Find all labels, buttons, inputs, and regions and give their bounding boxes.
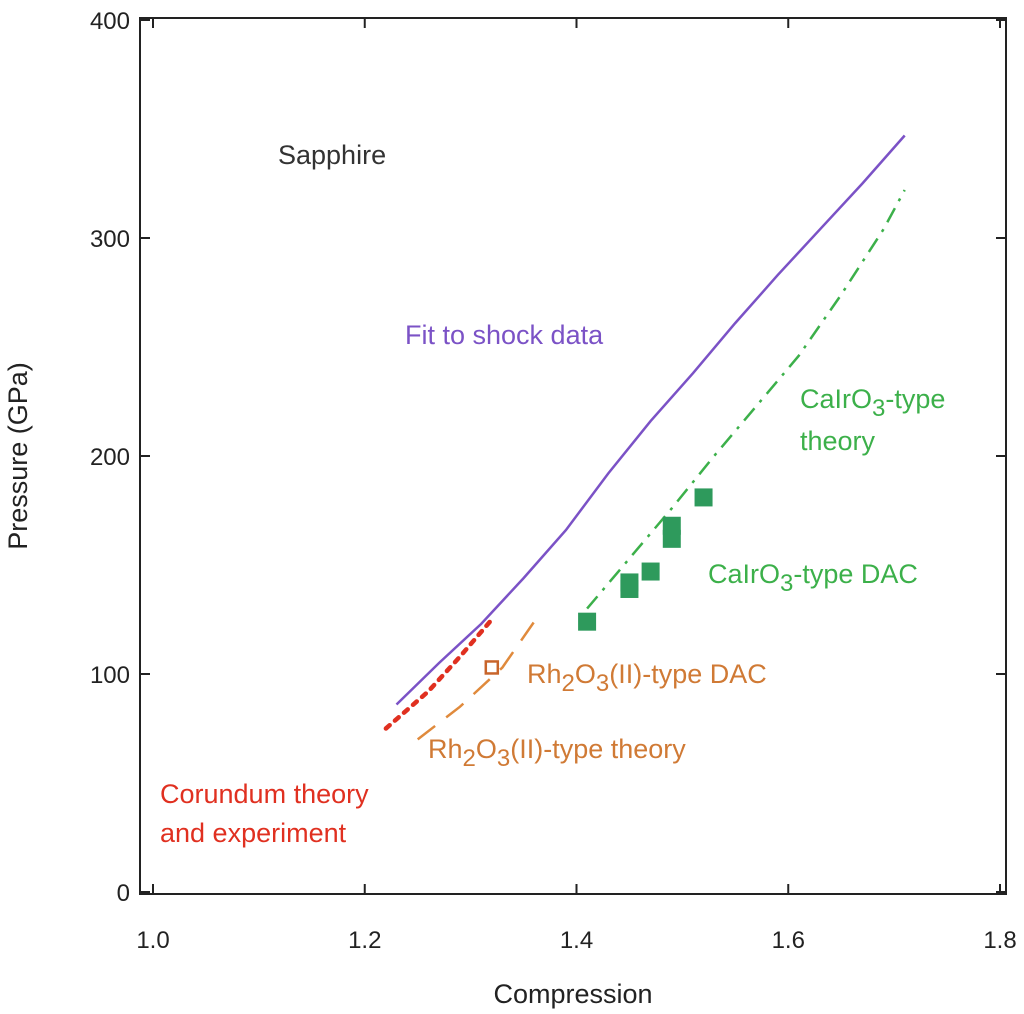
x-tick-label: 1.6	[772, 927, 805, 954]
series-0-line	[395, 134, 906, 706]
x-tick-label: 1.0	[136, 927, 169, 954]
annotation-fit-to-shock-data: Fit to shock data	[405, 320, 604, 350]
annotation-cairo3-theory: CaIrO3-type	[800, 384, 945, 422]
y-tick-label: 200	[90, 444, 130, 471]
series-1-line	[586, 189, 906, 610]
annotation-rh2o3-dac-sub1: 2	[562, 670, 575, 697]
y-tick-label: 100	[90, 662, 130, 689]
annotation-rh2o3-theory: Rh2O3(II)-type theory	[428, 734, 686, 772]
axis-ticks: 1.0 1.2 1.4 1.6 1.8 0 100 200 300 400	[90, 8, 1017, 954]
annotation-cairo3-theory-line2: theory	[800, 426, 876, 456]
annotation-cairo3-theory-tail: -type	[885, 384, 945, 414]
annotation-rh2o3-theory-sub2: 3	[497, 745, 510, 772]
series-layer	[383, 134, 906, 741]
series-2-point	[694, 488, 713, 507]
x-axis-title: Compression	[493, 979, 652, 1009]
series-4-line	[416, 620, 536, 741]
y-axis-title: Pressure (GPa)	[3, 362, 33, 550]
series-5-line	[383, 617, 495, 731]
annotation-corundum-line2: and experiment	[160, 818, 347, 848]
annotation-rh2o3-dac-main: Rh	[527, 659, 562, 689]
annotation-rh2o3-theory-main: Rh	[428, 734, 463, 764]
annotation-cairo3-dac: CaIrO3-type DAC	[708, 559, 918, 597]
series-2-point	[578, 612, 597, 631]
annotation-cairo3-dac-main: CaIrO	[708, 559, 780, 589]
x-tick-label: 1.8	[983, 927, 1016, 954]
x-tick-label: 1.4	[560, 927, 593, 954]
annotation-rh2o3-theory-tail: (II)-type theory	[510, 734, 686, 764]
annotation-cairo3-dac-tail: -type DAC	[793, 559, 918, 589]
annotation-rh2o3-dac-mid: O	[575, 659, 596, 689]
y-tick-label: 0	[117, 880, 130, 907]
y-tick-label: 300	[90, 226, 130, 253]
annotation-cairo3-theory-sub: 3	[872, 395, 885, 422]
annotation-corundum: Corundum theory	[160, 779, 369, 809]
annotation-rh2o3-dac-sub2: 3	[596, 670, 609, 697]
annotation-cairo3-theory-main: CaIrO	[800, 384, 872, 414]
series-2-point	[620, 573, 639, 592]
x-tick-label: 1.2	[348, 927, 381, 954]
series-2-point	[662, 516, 681, 535]
annotation-cairo3-dac-sub: 3	[780, 570, 793, 597]
series-2-point	[641, 562, 660, 581]
annotation-rh2o3-theory-mid: O	[476, 734, 497, 764]
annotation-rh2o3-theory-sub1: 2	[463, 745, 476, 772]
annotation-rh2o3-dac: Rh2O3(II)-type DAC	[527, 659, 767, 697]
series-3-point	[484, 660, 500, 675]
annotation-rh2o3-dac-tail: (II)-type DAC	[609, 659, 767, 689]
y-tick-label: 400	[90, 8, 130, 35]
annotation-sapphire: Sapphire	[278, 140, 386, 170]
